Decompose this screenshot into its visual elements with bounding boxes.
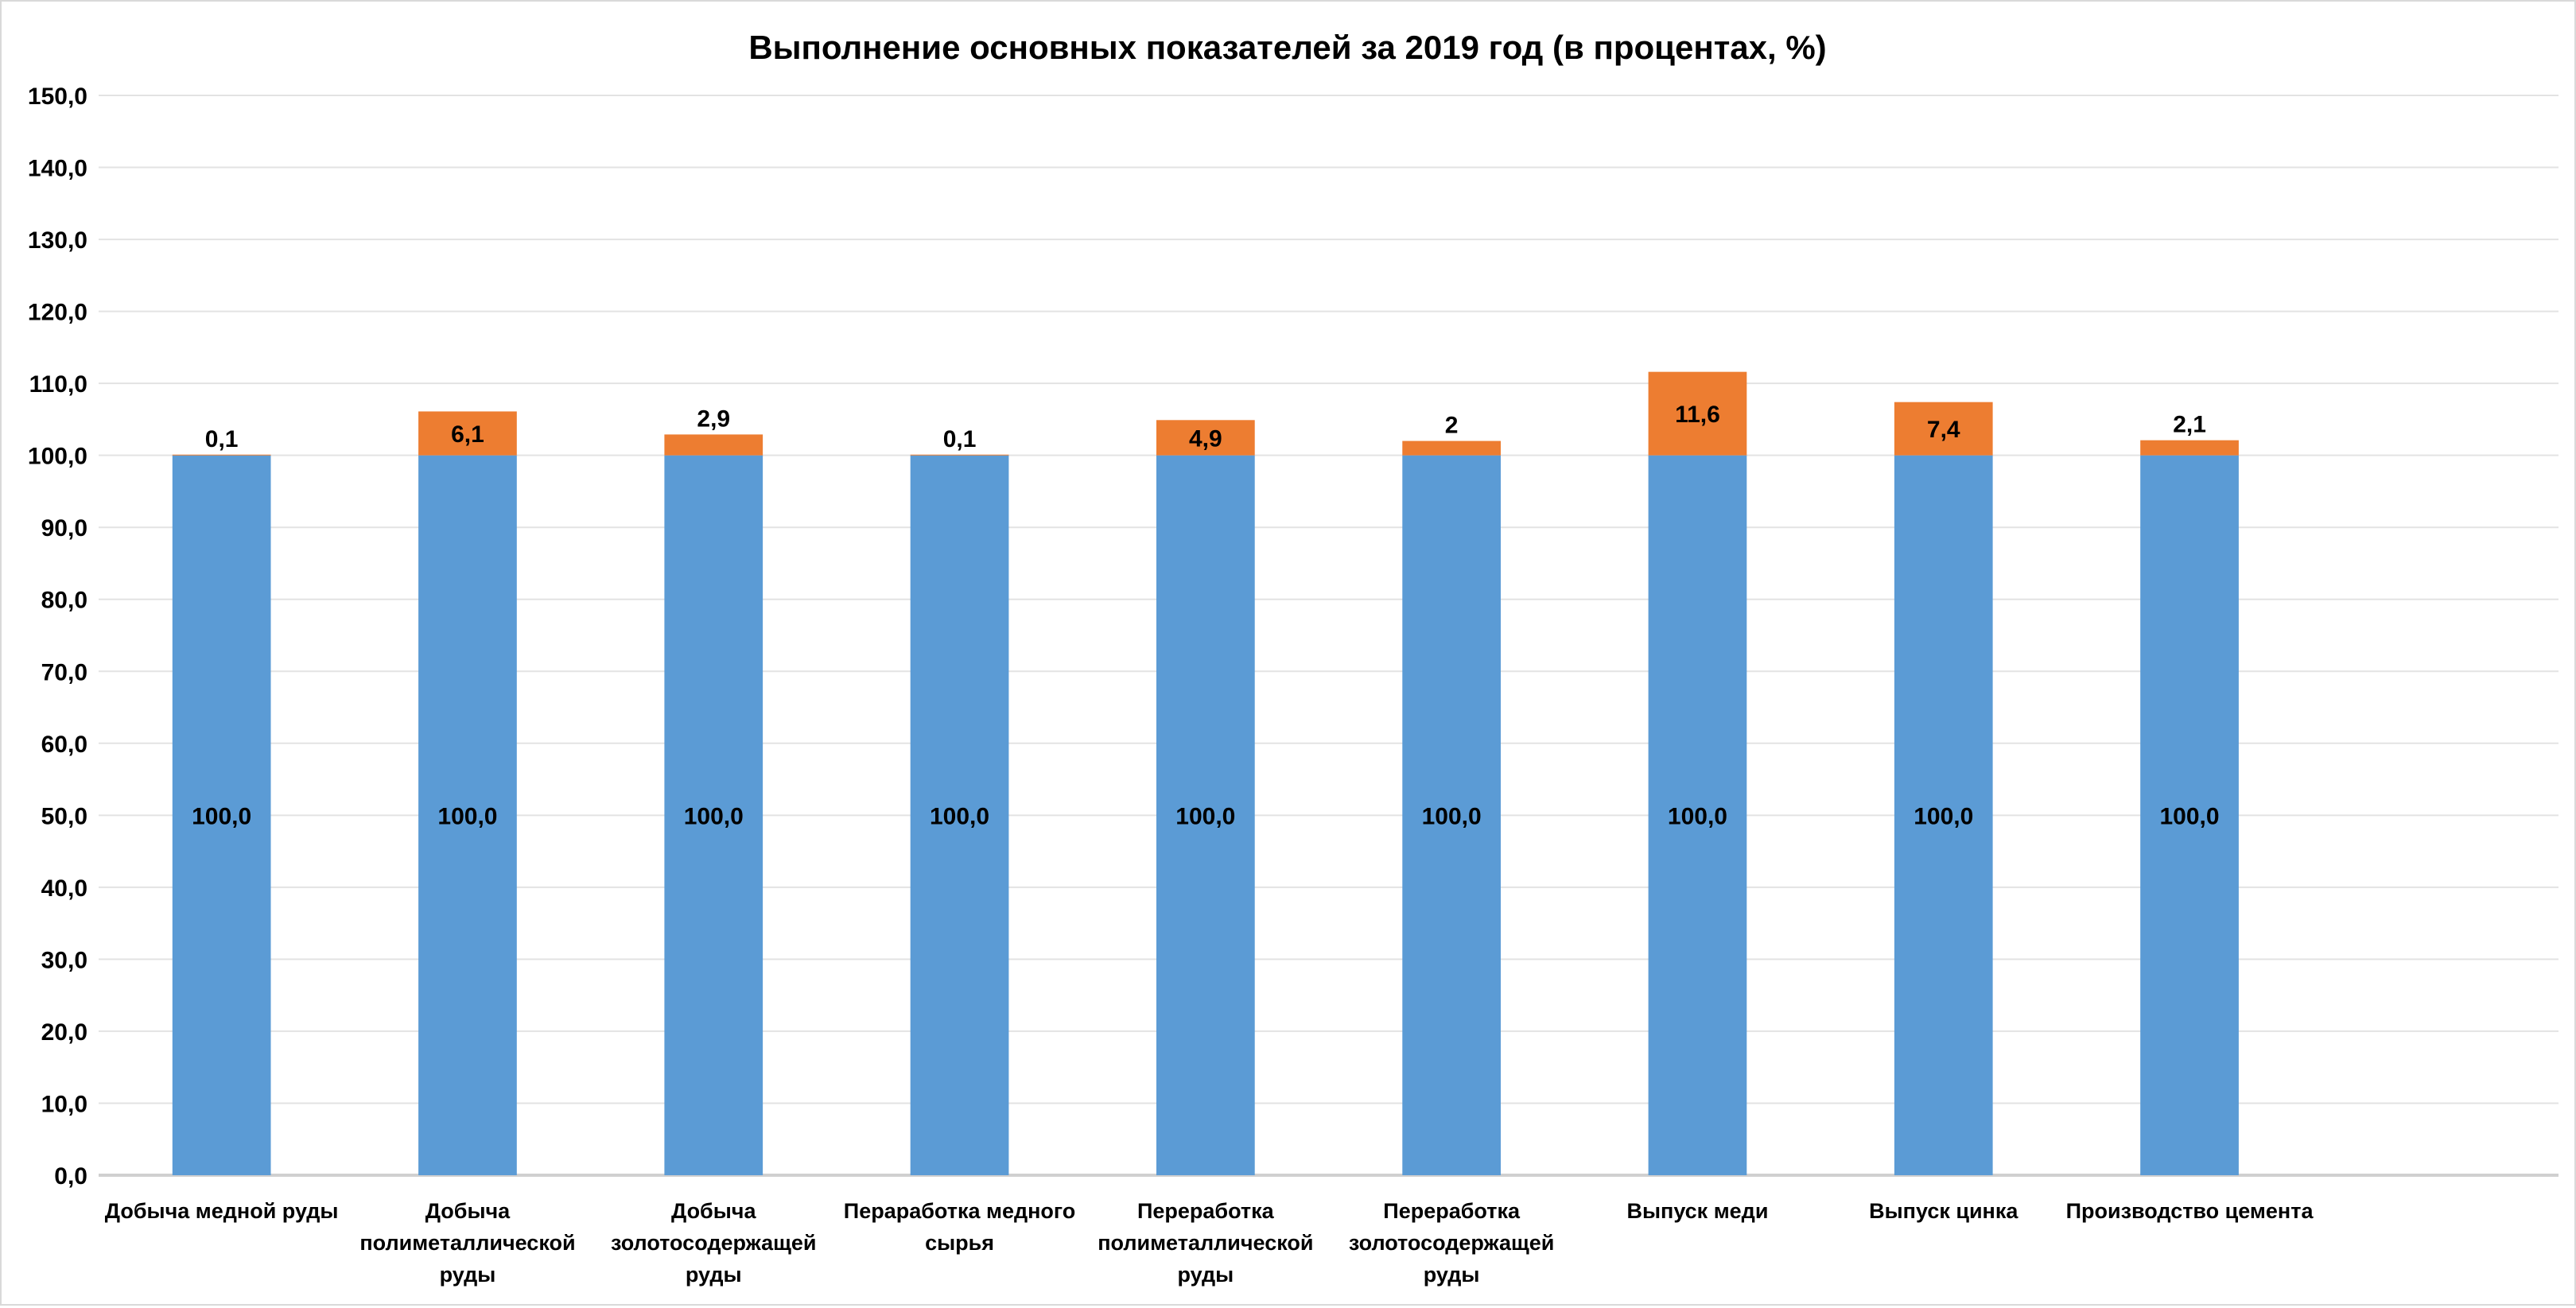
y-tick-label: 100,0	[28, 444, 87, 470]
x-category-label: руды	[1424, 1263, 1480, 1287]
x-category-label: Добыча	[671, 1199, 756, 1223]
bar-plan	[1648, 455, 1747, 1175]
bar-excess	[1648, 371, 1747, 456]
data-label: 6,1	[451, 421, 484, 448]
y-tick-label: 140,0	[28, 156, 87, 182]
x-category-label: Производство цемента	[2066, 1199, 2314, 1223]
bar-excess	[2140, 440, 2239, 456]
x-category-label: полиметаллической	[359, 1231, 575, 1255]
x-category-label: золотосодержащей	[1349, 1231, 1555, 1255]
data-label: 0,1	[943, 426, 977, 452]
data-label: 100,0	[1422, 803, 1482, 829]
data-labels: 100,0 0,1 100,0 6,1 100,0 2,9 100,0 0,1 100,0 4,9…	[192, 402, 2219, 829]
bar-excess	[1402, 441, 1502, 456]
y-tick-label: 10,0	[41, 1091, 87, 1117]
data-label: 7,4	[1927, 417, 1960, 443]
data-label: 100,0	[930, 803, 989, 829]
x-category-label: Пераработка медного	[844, 1199, 1076, 1223]
y-tick-label: 130,0	[28, 227, 87, 254]
data-label: 2,9	[697, 406, 730, 432]
x-category-label: Добыча медной руды	[105, 1199, 339, 1223]
data-label: 2	[1445, 413, 1459, 439]
bar-plan	[2140, 455, 2239, 1175]
x-category-label: руды	[440, 1263, 496, 1287]
x-category-label: сырья	[925, 1231, 994, 1255]
bar-plan	[664, 455, 763, 1175]
x-category-label: полиметаллической	[1098, 1231, 1313, 1255]
data-label: 100,0	[684, 803, 744, 829]
y-tick-label: 80,0	[41, 588, 87, 614]
data-label: 100,0	[1914, 803, 1973, 829]
bar-plan	[1894, 455, 1993, 1175]
x-category-label: руды	[686, 1263, 742, 1287]
x-category-label: Переработка	[1383, 1199, 1521, 1223]
bar-plan	[1156, 455, 1255, 1175]
y-tick-label: 20,0	[41, 1019, 87, 1046]
x-category-label: Выпуск меди	[1626, 1199, 1768, 1223]
y-tick-label: 110,0	[29, 371, 87, 398]
data-label: 11,6	[1675, 402, 1720, 428]
y-tick-label: 90,0	[41, 515, 87, 541]
bar-plan	[172, 455, 271, 1175]
bar-excess	[664, 434, 763, 456]
bar-plan	[910, 455, 1009, 1175]
y-tick-label: 60,0	[41, 732, 87, 758]
bar-plan	[1402, 455, 1502, 1175]
x-category-label: Добыча	[425, 1199, 511, 1223]
y-tick-label: 30,0	[41, 947, 87, 973]
x-axis: Добыча медной руды Добыча полиметаллическо…	[105, 1199, 2314, 1287]
y-tick-label: 70,0	[41, 659, 87, 685]
bar-plan	[418, 455, 517, 1175]
y-tick-label: 150,0	[28, 83, 87, 110]
x-category-label: золотосодержащей	[611, 1231, 817, 1255]
data-label: 100,0	[1668, 803, 1727, 829]
data-label: 2,1	[2173, 412, 2206, 438]
bar-excess	[910, 454, 1009, 456]
y-tick-label: 40,0	[41, 875, 87, 902]
bar-excess	[172, 454, 271, 456]
chart-title: Выполнение основных показателей за 2019 …	[748, 29, 1826, 66]
bar-excess	[1894, 402, 1993, 456]
bar-excess	[418, 411, 517, 456]
bars	[172, 371, 2239, 1175]
data-label: 100,0	[192, 803, 251, 829]
bar-excess	[1156, 420, 1255, 456]
x-category-label: Выпуск цинка	[1869, 1199, 2018, 1223]
y-tick-label: 50,0	[41, 803, 87, 829]
x-category-label: Переработка	[1137, 1199, 1275, 1223]
data-label: 4,9	[1189, 425, 1222, 452]
y-axis: 0,0 10,0 20,0 30,0 40,0 50,0 60,0 70,0 80,0 90,0 1…	[28, 83, 87, 1190]
data-label: 100,0	[437, 803, 497, 829]
x-category-label: руды	[1178, 1263, 1234, 1287]
data-label: 100,0	[1175, 803, 1235, 829]
data-label: 0,1	[205, 426, 239, 452]
data-label: 100,0	[2160, 803, 2220, 829]
y-tick-label: 120,0	[28, 300, 87, 326]
y-tick-label: 0,0	[54, 1163, 87, 1190]
